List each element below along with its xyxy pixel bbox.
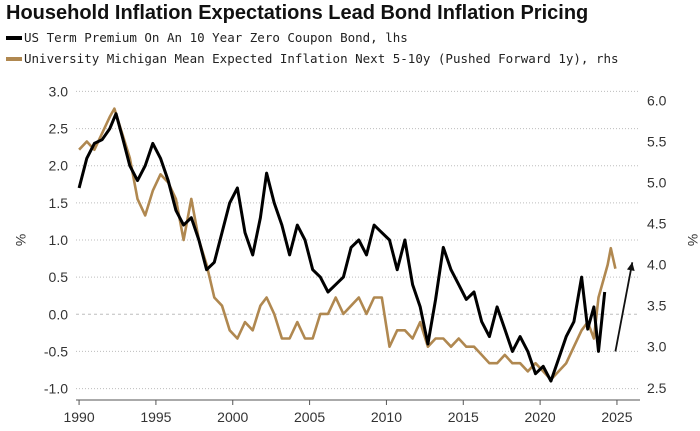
series-line-term-premium	[77, 112, 607, 383]
chart-title: Household Inflation Expectations Lead Bo…	[6, 2, 589, 24]
legend-label-term-premium: US Term Premium On An 10 Year Zero Coupo…	[24, 30, 408, 45]
left-tick-label-0: 3.0	[49, 83, 69, 99]
left-tick-label-5: 0.5	[49, 269, 69, 285]
x-tick-label-0: 1990	[63, 409, 94, 425]
left-tick-label-1: 2.5	[49, 121, 69, 137]
tick-labels: 3.0 2.5 2.0 1.5 1.0 0.5 0.0 -0.5 -1.0 6.0 5.5 5.0 4.…	[13, 83, 700, 425]
x-tick-label-5: 2015	[448, 409, 479, 425]
x-tick-label-6: 2020	[525, 409, 556, 425]
left-axis-label: %	[13, 234, 29, 246]
right-tick-label-1: 5.5	[647, 133, 667, 149]
left-tick-label-7: -0.5	[44, 343, 68, 359]
right-tick-label-3: 4.5	[647, 216, 667, 232]
x-tick-label-7: 2025	[601, 409, 632, 425]
legend-swatch-term-premium	[6, 35, 22, 40]
right-tick-label-5: 3.5	[647, 298, 667, 314]
left-tick-label-6: 0.0	[49, 306, 69, 322]
x-tick-label-4: 2010	[371, 409, 402, 425]
annotation-arrowhead-0	[626, 262, 635, 271]
legend-item-michigan-expectations: University Michigan Mean Expected Inflat…	[6, 51, 696, 66]
grid	[76, 90, 640, 405]
right-axis-label: %	[685, 234, 700, 246]
series-line-michigan-expectations	[78, 107, 617, 381]
annotation-arrow-0	[614, 262, 634, 352]
legend-swatch-michigan-expectations	[6, 56, 22, 61]
left-tick-label-2: 2.0	[49, 158, 69, 174]
legend-item-term-premium: US Term Premium On An 10 Year Zero Coupo…	[6, 30, 696, 45]
right-tick-label-6: 3.0	[647, 339, 667, 355]
right-tick-label-0: 6.0	[647, 92, 667, 108]
legend-label-michigan-expectations: University Michigan Mean Expected Inflat…	[24, 51, 619, 66]
right-tick-label-4: 4.0	[647, 257, 667, 273]
x-tick-label-2: 2000	[217, 409, 248, 425]
left-tick-label-8: -1.0	[44, 381, 68, 397]
right-tick-label-2: 5.0	[647, 175, 667, 191]
series-lines	[77, 107, 635, 383]
left-tick-label-3: 1.5	[49, 195, 69, 211]
left-tick-label-4: 1.0	[49, 232, 69, 248]
right-tick-label-7: 2.5	[647, 380, 667, 396]
x-tick-label-1: 1995	[140, 409, 171, 425]
x-tick-label-3: 2005	[294, 409, 325, 425]
